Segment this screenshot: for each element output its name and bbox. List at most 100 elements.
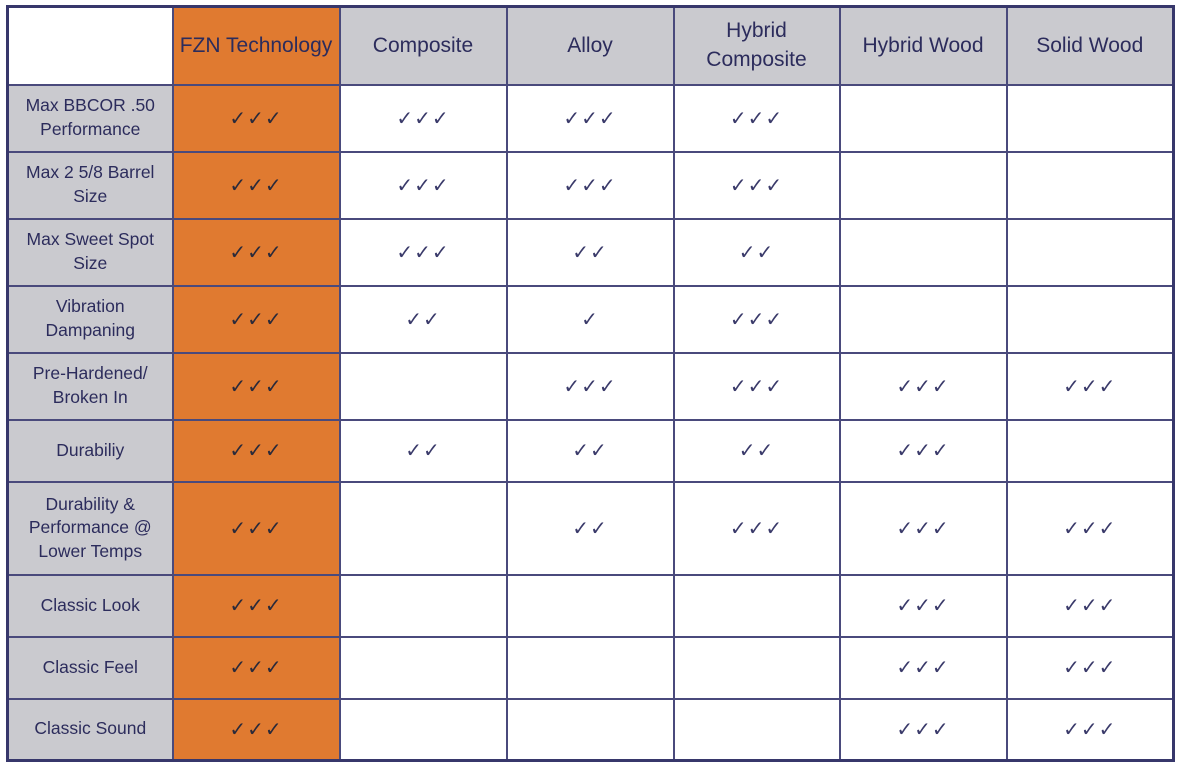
table-cell	[838, 83, 1008, 153]
rating-checkmarks: ✓✓✓	[896, 716, 950, 741]
table-cell: ✓✓✓	[505, 83, 675, 153]
table-cell: ✓✓✓	[171, 150, 341, 220]
rating-checkmarks: ✓✓✓	[229, 306, 283, 331]
table-row: Pre-Hardened/ Broken In ✓✓✓ ✓✓✓ ✓✓✓ ✓✓✓ …	[6, 351, 1175, 421]
table-row: Durability & Performance @ Lower Temps ✓…	[6, 480, 1175, 576]
table-cell: ✓✓✓	[672, 83, 841, 153]
table-cell: ✓✓✓	[1005, 697, 1175, 762]
table-cell	[505, 573, 675, 638]
table-row: Vibration Dampaning ✓✓✓ ✓✓ ✓ ✓✓✓	[6, 284, 1175, 354]
table-row: Classic Sound ✓✓✓ ✓✓✓ ✓✓✓	[6, 697, 1175, 762]
table-cell: ✓✓✓	[838, 697, 1008, 762]
table-cell: ✓✓✓	[338, 217, 508, 287]
table-cell	[338, 573, 508, 638]
table-cell	[338, 635, 508, 700]
table-row: Max Sweet Spot Size ✓✓✓ ✓✓✓ ✓✓ ✓✓	[6, 217, 1175, 287]
rating-checkmarks: ✓✓	[572, 515, 608, 540]
table-cell: ✓✓	[505, 217, 675, 287]
column-header-composite: Composite	[338, 5, 508, 86]
row-label: Vibration Dampaning	[6, 284, 174, 354]
rating-checkmarks: ✓✓✓	[563, 172, 617, 197]
table-cell	[672, 573, 841, 638]
table-cell: ✓✓✓	[838, 351, 1008, 421]
rating-checkmarks: ✓✓✓	[729, 105, 784, 130]
rating-checkmarks: ✓✓✓	[229, 105, 283, 130]
table-cell: ✓✓✓	[838, 418, 1008, 483]
table-cell	[338, 697, 508, 762]
table-cell: ✓✓	[505, 418, 675, 483]
row-label: Pre-Hardened/ Broken In	[6, 351, 174, 421]
table-cell: ✓✓✓	[171, 284, 341, 354]
table-cell: ✓✓✓	[672, 284, 841, 354]
rating-checkmarks: ✓✓	[572, 438, 608, 462]
rating-checkmarks: ✓✓✓	[896, 655, 950, 679]
table-cell	[505, 635, 675, 700]
row-label: Max BBCOR .50 Performance	[6, 83, 174, 153]
table-cell: ✓✓✓	[838, 635, 1008, 700]
table-cell: ✓✓✓	[672, 480, 841, 576]
rating-checkmarks: ✓✓	[405, 306, 441, 331]
row-label: Max Sweet Spot Size	[6, 217, 174, 287]
table-cell: ✓✓✓	[1005, 480, 1175, 576]
rating-checkmarks: ✓✓✓	[229, 438, 283, 462]
table-cell: ✓✓	[672, 217, 841, 287]
table-cell: ✓✓✓	[338, 83, 508, 153]
table-cell: ✓✓✓	[505, 150, 675, 220]
table-cell	[1005, 418, 1175, 483]
rating-checkmarks: ✓✓✓	[396, 105, 450, 130]
table-row: Classic Feel ✓✓✓ ✓✓✓ ✓✓✓	[6, 635, 1175, 700]
rating-checkmarks: ✓✓✓	[896, 373, 950, 398]
rating-checkmarks: ✓✓✓	[1063, 716, 1117, 741]
row-label: Classic Sound	[6, 697, 174, 762]
table-cell: ✓✓✓	[171, 418, 341, 483]
table-cell: ✓✓✓	[171, 573, 341, 638]
rating-checkmarks: ✓✓✓	[1063, 373, 1117, 398]
rating-checkmarks: ✓✓	[572, 239, 608, 264]
table-row: Classic Look ✓✓✓ ✓✓✓ ✓✓✓	[6, 573, 1175, 638]
rating-checkmarks: ✓✓✓	[1063, 655, 1117, 679]
table-cell: ✓✓✓	[672, 351, 841, 421]
rating-checkmarks: ✓✓✓	[229, 373, 283, 398]
rating-checkmarks: ✓✓	[405, 438, 441, 462]
table-cell: ✓✓✓	[838, 573, 1008, 638]
table-cell: ✓✓✓	[338, 150, 508, 220]
table-cell: ✓✓	[338, 418, 508, 483]
rating-checkmarks: ✓✓✓	[896, 438, 950, 462]
bat-technology-comparison-table: FZN Technology Composite Alloy Hybrid Co…	[6, 5, 1175, 762]
table-row: Max BBCOR .50 Performance ✓✓✓ ✓✓✓ ✓✓✓ ✓✓…	[6, 83, 1175, 153]
rating-checkmarks: ✓✓✓	[229, 716, 283, 741]
rating-checkmarks: ✓✓	[738, 438, 775, 462]
table-cell	[505, 697, 675, 762]
rating-checkmarks: ✓✓✓	[229, 593, 283, 617]
rating-checkmarks: ✓✓✓	[396, 172, 450, 197]
rating-checkmarks: ✓✓✓	[729, 515, 784, 540]
rating-checkmarks: ✓✓✓	[563, 373, 617, 398]
table-row: Durabiliy ✓✓✓ ✓✓ ✓✓ ✓✓ ✓✓✓	[6, 418, 1175, 483]
header-row: FZN Technology Composite Alloy Hybrid Co…	[6, 5, 1175, 86]
rating-checkmarks: ✓✓✓	[729, 373, 784, 398]
comparison-table-container: FZN Technology Composite Alloy Hybrid Co…	[6, 5, 1175, 762]
table-cell	[1005, 284, 1175, 354]
table-cell: ✓✓✓	[171, 635, 341, 700]
table-cell: ✓✓✓	[171, 697, 341, 762]
rating-checkmarks: ✓✓✓	[896, 593, 950, 617]
table-cell: ✓✓✓	[171, 217, 341, 287]
table-cell	[672, 635, 841, 700]
rating-checkmarks: ✓✓	[738, 239, 775, 264]
table-cell: ✓✓✓	[1005, 635, 1175, 700]
row-label: Durabiliy	[6, 418, 174, 483]
table-cell	[1005, 217, 1175, 287]
row-label: Durability & Performance @ Lower Temps	[6, 480, 174, 576]
table-cell: ✓✓✓	[505, 351, 675, 421]
column-header-hybrid-composite: Hybrid Composite	[672, 5, 841, 86]
rating-checkmarks: ✓✓✓	[729, 306, 784, 331]
table-cell	[1005, 150, 1175, 220]
rating-checkmarks: ✓✓✓	[896, 515, 950, 540]
table-cell	[338, 480, 508, 576]
corner-cell	[6, 5, 174, 86]
rating-checkmarks: ✓✓✓	[229, 515, 283, 540]
column-header-alloy: Alloy	[505, 5, 675, 86]
table-cell: ✓	[505, 284, 675, 354]
table-cell: ✓✓✓	[171, 351, 341, 421]
table-cell	[338, 351, 508, 421]
